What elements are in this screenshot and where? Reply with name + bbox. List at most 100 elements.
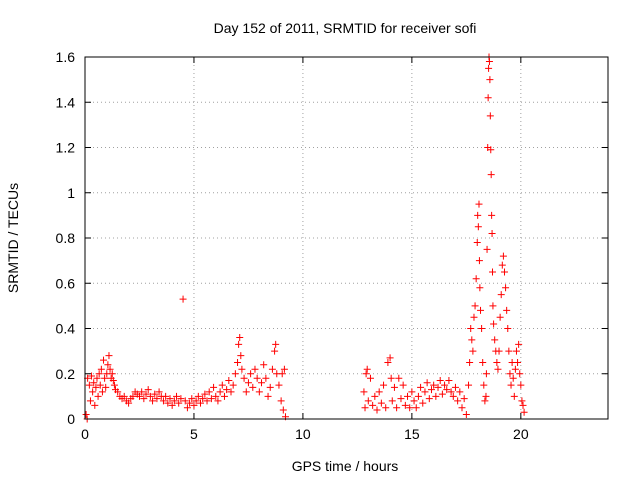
data-point bbox=[399, 381, 407, 389]
data-point bbox=[207, 395, 215, 403]
y-axis-label: SRMTID / TECUs bbox=[5, 183, 21, 293]
chart-title: Day 152 of 2011, SRMTID for receiver sof… bbox=[214, 20, 477, 36]
data-point bbox=[414, 392, 422, 400]
data-point bbox=[520, 408, 528, 416]
data-point bbox=[86, 397, 94, 405]
data-point bbox=[469, 347, 477, 355]
data-point bbox=[470, 313, 478, 321]
data-point bbox=[468, 336, 476, 344]
data-point bbox=[479, 358, 487, 366]
data-point bbox=[93, 374, 101, 382]
data-point bbox=[175, 399, 183, 407]
data-point bbox=[251, 365, 259, 373]
data-point bbox=[194, 392, 202, 400]
data-point bbox=[393, 404, 401, 412]
data-point bbox=[373, 406, 381, 414]
data-point bbox=[89, 388, 97, 396]
data-point bbox=[500, 268, 508, 276]
data-point bbox=[404, 392, 412, 400]
data-point bbox=[519, 401, 527, 409]
data-point bbox=[142, 390, 150, 398]
data-point bbox=[212, 392, 220, 400]
data-point bbox=[480, 381, 488, 389]
data-point bbox=[498, 261, 506, 269]
data-point bbox=[419, 399, 427, 407]
data-point bbox=[192, 397, 200, 405]
data-point bbox=[277, 397, 285, 405]
grid-lines bbox=[85, 57, 608, 419]
data-point bbox=[188, 395, 196, 403]
data-point bbox=[92, 383, 100, 391]
data-point bbox=[247, 370, 255, 378]
data-point bbox=[264, 392, 272, 400]
data-point bbox=[377, 399, 385, 407]
data-point bbox=[485, 64, 493, 72]
data-point bbox=[218, 381, 226, 389]
data-point bbox=[275, 381, 283, 389]
data-point bbox=[487, 146, 495, 154]
data-point bbox=[183, 404, 191, 412]
data-point bbox=[271, 347, 279, 355]
data-point bbox=[235, 340, 243, 348]
data-point bbox=[229, 381, 237, 389]
data-point bbox=[497, 291, 505, 299]
data-point bbox=[201, 390, 209, 398]
y-tick-label: 0.8 bbox=[56, 230, 76, 246]
data-point bbox=[106, 365, 114, 373]
data-point bbox=[109, 377, 117, 385]
data-point bbox=[382, 404, 390, 412]
data-point bbox=[220, 392, 228, 400]
data-point bbox=[234, 358, 242, 366]
data-point bbox=[512, 347, 520, 355]
data-point bbox=[490, 320, 498, 328]
data-point bbox=[268, 365, 276, 373]
data-point bbox=[170, 397, 178, 405]
axis-ticks: 0 5 10 15 20 0 0.2 0.4 0.6 0.8 1 1.2 1.4 1.6 bbox=[56, 49, 608, 442]
data-point bbox=[388, 397, 396, 405]
y-tick-label: 1.2 bbox=[56, 140, 76, 156]
data-point bbox=[249, 383, 257, 391]
data-point bbox=[425, 395, 433, 403]
data-point bbox=[280, 365, 288, 373]
data-point bbox=[485, 58, 493, 66]
data-point bbox=[236, 334, 244, 342]
data-point bbox=[262, 374, 270, 382]
data-point bbox=[465, 381, 473, 389]
data-point bbox=[487, 171, 495, 179]
data-point bbox=[101, 374, 109, 382]
data-point bbox=[237, 352, 245, 360]
data-point bbox=[427, 386, 435, 394]
data-point bbox=[258, 379, 266, 387]
data-point bbox=[496, 313, 504, 321]
data-point bbox=[216, 388, 224, 396]
data-point bbox=[475, 200, 483, 208]
data-point bbox=[85, 381, 93, 389]
data-point bbox=[210, 383, 218, 391]
data-point bbox=[406, 404, 414, 412]
data-point bbox=[506, 370, 514, 378]
data-point bbox=[179, 295, 187, 303]
data-point bbox=[438, 390, 446, 398]
data-point bbox=[253, 374, 261, 382]
data-point bbox=[231, 370, 239, 378]
data-point bbox=[95, 370, 103, 378]
data-point bbox=[466, 358, 474, 366]
data-point bbox=[129, 392, 137, 400]
data-point bbox=[205, 388, 213, 396]
data-point bbox=[125, 399, 133, 407]
x-axis-label: GPS time / hours bbox=[292, 458, 399, 474]
data-point bbox=[491, 336, 499, 344]
data-point bbox=[146, 392, 154, 400]
data-point bbox=[472, 275, 480, 283]
data-point bbox=[478, 325, 486, 332]
data-point bbox=[266, 383, 274, 391]
data-point bbox=[173, 392, 181, 400]
data-point bbox=[203, 397, 211, 405]
data-point bbox=[88, 372, 96, 380]
data-point bbox=[483, 245, 491, 253]
data-point bbox=[474, 223, 482, 231]
data-point bbox=[94, 392, 102, 400]
data-point bbox=[366, 374, 374, 382]
data-point bbox=[164, 399, 172, 407]
data-point bbox=[462, 410, 470, 418]
